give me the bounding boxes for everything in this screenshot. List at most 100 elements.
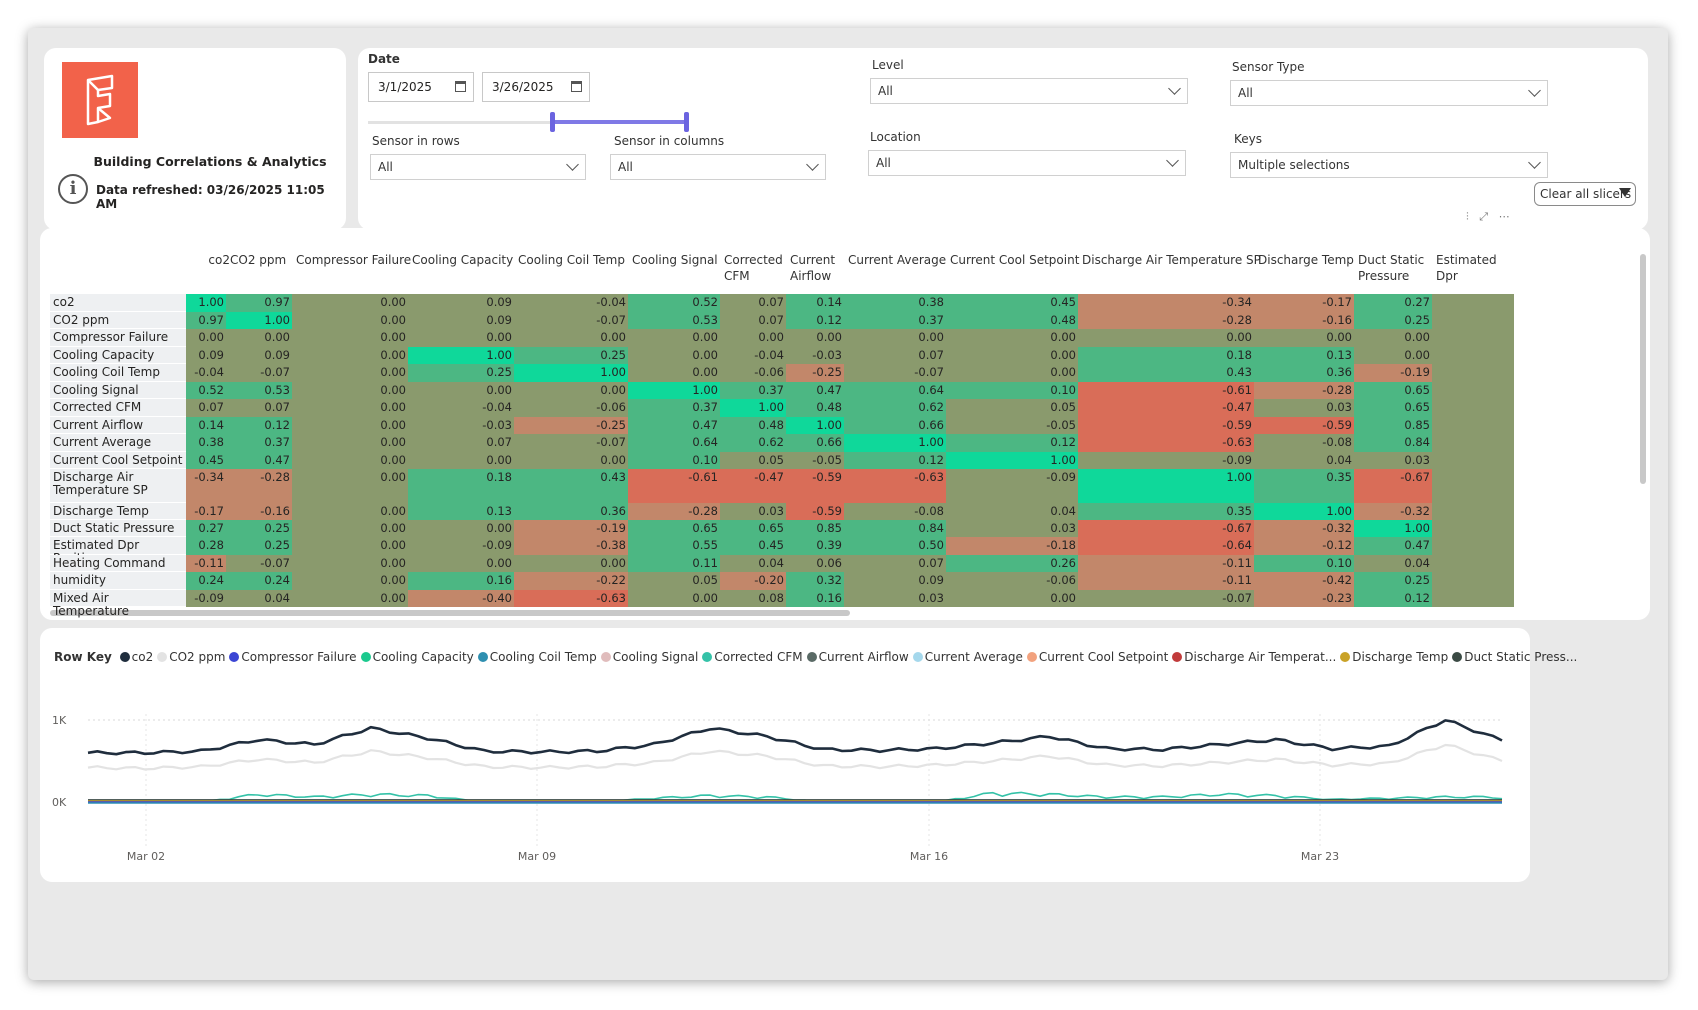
date-range-start-handle[interactable] <box>550 112 555 132</box>
matrix-column-header[interactable]: Cooling Coil Temp <box>518 253 625 267</box>
matrix-cell[interactable]: 0.25 <box>226 537 292 555</box>
matrix-cell[interactable]: 0.00 <box>408 382 514 399</box>
matrix-cell[interactable]: -0.63 <box>844 469 946 503</box>
matrix-cell[interactable]: -0.64 <box>1078 537 1254 555</box>
matrix-cell[interactable] <box>1432 503 1514 520</box>
matrix-cell[interactable]: 0.48 <box>946 312 1078 329</box>
matrix-cell[interactable]: 1.00 <box>1354 520 1432 537</box>
matrix-cell[interactable]: -0.38 <box>514 537 628 555</box>
matrix-cell[interactable]: 0.05 <box>720 452 786 469</box>
level-dropdown[interactable]: All <box>870 78 1188 104</box>
matrix-row-header[interactable]: Current Cool Setpoint <box>50 452 186 468</box>
matrix-cell[interactable]: -0.34 <box>186 469 226 503</box>
matrix-cell[interactable]: -0.61 <box>1078 382 1254 399</box>
matrix-cell[interactable]: 0.04 <box>946 503 1078 520</box>
matrix-cell[interactable]: 0.00 <box>292 312 408 329</box>
legend-entry[interactable]: CO2 ppm <box>169 650 226 664</box>
legend-entry[interactable]: Cooling Signal <box>612 650 699 664</box>
matrix-cell[interactable]: -0.34 <box>1078 294 1254 312</box>
matrix-cell[interactable]: 1.00 <box>226 312 292 329</box>
matrix-cell[interactable]: 0.00 <box>628 590 720 607</box>
matrix-column-header[interactable]: Discharge Temp <box>1258 253 1354 267</box>
matrix-cell[interactable]: -0.07 <box>514 434 628 452</box>
matrix-cell[interactable]: 0.25 <box>1354 572 1432 590</box>
matrix-cell[interactable]: 0.55 <box>628 537 720 555</box>
matrix-cell[interactable]: -0.40 <box>408 590 514 607</box>
matrix-cell[interactable]: 0.66 <box>844 417 946 434</box>
matrix-cell[interactable]: 1.00 <box>514 364 628 382</box>
matrix-cell[interactable]: 0.10 <box>1254 555 1354 572</box>
matrix-cell[interactable]: 1.00 <box>186 294 226 312</box>
matrix-cell[interactable]: 0.11 <box>628 555 720 572</box>
calendar-icon[interactable] <box>571 81 582 92</box>
legend-entry[interactable]: Discharge Air Temperat... <box>1184 650 1337 664</box>
matrix-cell[interactable]: 0.12 <box>946 434 1078 452</box>
matrix-cell[interactable]: 0.85 <box>1354 417 1432 434</box>
matrix-cell[interactable]: 0.00 <box>786 329 844 347</box>
matrix-row-header[interactable]: Compressor Failure <box>50 329 186 346</box>
matrix-cell[interactable]: 0.65 <box>720 520 786 537</box>
matrix-row-header[interactable]: Corrected CFM <box>50 399 186 416</box>
matrix-cell[interactable]: 0.04 <box>1254 452 1354 469</box>
matrix-row-header[interactable]: Discharge Temp <box>50 503 186 519</box>
legend-entry[interactable]: Current Average <box>924 650 1023 664</box>
matrix-cell[interactable]: 1.00 <box>720 399 786 417</box>
matrix-cell[interactable]: 1.00 <box>786 417 844 434</box>
matrix-cell[interactable]: -0.05 <box>786 452 844 469</box>
matrix-cell[interactable]: 0.65 <box>1354 382 1432 399</box>
matrix-cell[interactable]: 0.45 <box>946 294 1078 312</box>
matrix-column-header[interactable]: CO2 ppm <box>230 253 287 267</box>
matrix-cell[interactable]: 0.38 <box>844 294 946 312</box>
matrix-cell[interactable]: -0.25 <box>514 417 628 434</box>
matrix-cell[interactable]: 0.36 <box>514 503 628 520</box>
matrix-cell[interactable]: 0.12 <box>1354 590 1432 607</box>
matrix-cell[interactable]: 0.14 <box>186 417 226 434</box>
matrix-cell[interactable] <box>1432 469 1514 503</box>
matrix-cell[interactable]: -0.06 <box>514 399 628 417</box>
matrix-cell[interactable]: -0.08 <box>844 503 946 520</box>
matrix-cell[interactable]: 0.09 <box>226 347 292 364</box>
matrix-cell[interactable]: 0.00 <box>514 555 628 572</box>
matrix-cell[interactable]: 0.13 <box>1254 347 1354 364</box>
matrix-cell[interactable]: -0.19 <box>1354 364 1432 382</box>
matrix-cell[interactable]: 0.00 <box>292 364 408 382</box>
matrix-cell[interactable]: 0.00 <box>1254 329 1354 347</box>
matrix-cell[interactable]: 0.62 <box>720 434 786 452</box>
matrix-cell[interactable]: 0.27 <box>1354 294 1432 312</box>
matrix-cell[interactable]: 0.32 <box>786 572 844 590</box>
matrix-cell[interactable]: 0.07 <box>844 347 946 364</box>
matrix-cell[interactable]: 0.48 <box>720 417 786 434</box>
matrix-cell[interactable]: 0.84 <box>1354 434 1432 452</box>
legend-entry[interactable]: Cooling Capacity <box>372 650 474 664</box>
matrix-column-header[interactable]: Estimated Dpr <box>1436 253 1497 283</box>
matrix-cell[interactable]: 0.07 <box>408 434 514 452</box>
matrix-cell[interactable]: 0.85 <box>786 520 844 537</box>
info-icon[interactable]: i <box>58 174 88 204</box>
matrix-row-header[interactable]: Cooling Signal <box>50 382 186 398</box>
clear-all-slicers-button[interactable]: Clear all slicers <box>1534 182 1636 206</box>
legend-entry[interactable]: Current Airflow <box>818 650 909 664</box>
matrix-cell[interactable]: 0.07 <box>720 294 786 312</box>
matrix-cell[interactable]: -0.28 <box>1254 382 1354 399</box>
matrix-cell[interactable] <box>1432 364 1514 382</box>
filter-icon[interactable]: ⫶ <box>1466 210 1469 223</box>
matrix-cell[interactable]: -0.09 <box>1078 452 1254 469</box>
matrix-cell[interactable]: 0.10 <box>946 382 1078 399</box>
matrix-cell[interactable]: 0.00 <box>844 329 946 347</box>
matrix-cell[interactable]: 0.08 <box>720 590 786 607</box>
matrix-cell[interactable]: 0.53 <box>628 312 720 329</box>
matrix-cell[interactable]: -0.20 <box>720 572 786 590</box>
matrix-row-header[interactable]: Current Average <box>50 434 186 451</box>
matrix-cell[interactable]: -0.17 <box>186 503 226 520</box>
matrix-cell[interactable]: -0.04 <box>514 294 628 312</box>
matrix-cell[interactable]: 0.66 <box>786 434 844 452</box>
matrix-column-header[interactable]: Current Cool Setpoint <box>950 253 1080 267</box>
matrix-cell[interactable]: -0.19 <box>514 520 628 537</box>
matrix-row-header[interactable]: Estimated Dpr Position <box>50 537 186 565</box>
matrix-cell[interactable]: 0.24 <box>186 572 226 590</box>
legend-entry[interactable]: co2 <box>131 650 154 664</box>
date-end-input[interactable]: 3/26/2025 <box>482 72 590 102</box>
matrix-cell[interactable]: 0.00 <box>292 434 408 452</box>
matrix-cell[interactable]: 0.00 <box>628 364 720 382</box>
matrix-cell[interactable]: 1.00 <box>1254 503 1354 520</box>
